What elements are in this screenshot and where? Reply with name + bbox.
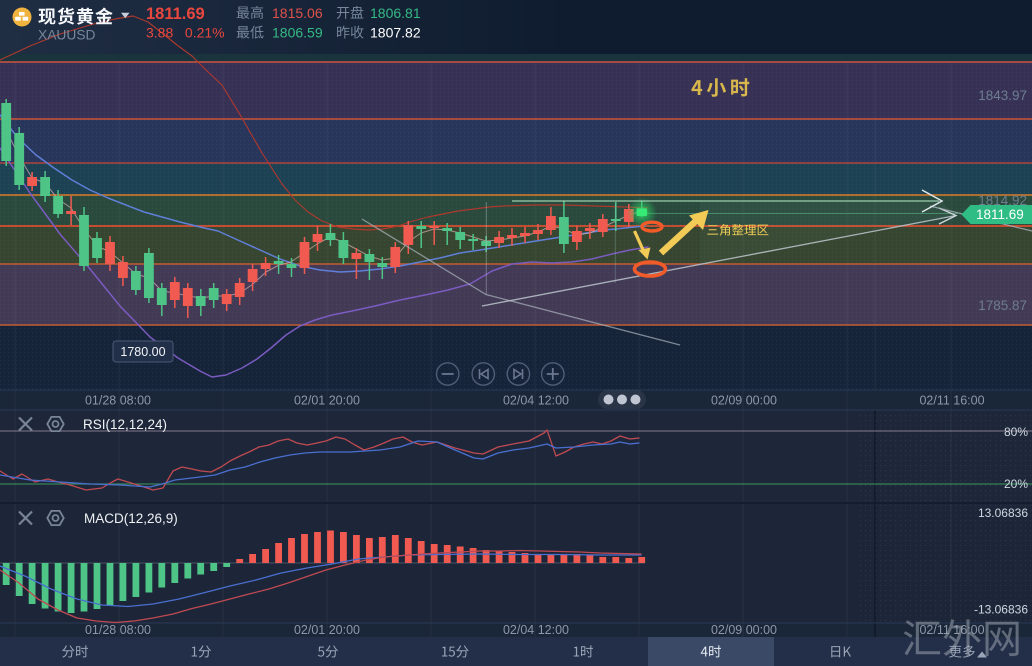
svg-text:1814.92: 1814.92 — [978, 193, 1027, 208]
svg-text:01/28 08:00: 01/28 08:00 — [85, 394, 151, 408]
svg-text:1780.00: 1780.00 — [120, 345, 165, 359]
svg-text:3.88 0.21%: 3.88 0.21% — [146, 25, 225, 41]
svg-text:1811.69: 1811.69 — [976, 207, 1024, 222]
svg-text:02/04 12:00: 02/04 12:00 — [503, 394, 569, 408]
svg-text:1807.82: 1807.82 — [370, 24, 421, 40]
svg-text:1785.87: 1785.87 — [978, 298, 1027, 313]
svg-text:MACD(12,26,9): MACD(12,26,9) — [84, 511, 178, 526]
svg-text:1843.97: 1843.97 — [978, 88, 1027, 103]
svg-text:02/11 16:00: 02/11 16:00 — [919, 394, 984, 408]
svg-text:02/01 20:00: 02/01 20:00 — [294, 394, 360, 408]
svg-text:20%: 20% — [1004, 477, 1028, 491]
svg-text:1806.81: 1806.81 — [370, 5, 421, 21]
svg-text:RSI(12,12,24): RSI(12,12,24) — [83, 417, 167, 432]
svg-text:-13.06836: -13.06836 — [974, 603, 1028, 617]
svg-text:02/09 00:00: 02/09 00:00 — [711, 623, 777, 637]
svg-text:02/04 12:00: 02/04 12:00 — [503, 623, 569, 637]
svg-text:1811.69: 1811.69 — [146, 5, 205, 23]
svg-text:02/09 00:00: 02/09 00:00 — [711, 394, 777, 408]
svg-text:02/01 20:00: 02/01 20:00 — [294, 623, 360, 637]
svg-text:13.06836: 13.06836 — [978, 506, 1028, 520]
svg-text:XAUUSD: XAUUSD — [38, 28, 96, 43]
svg-text:80%: 80% — [1004, 425, 1028, 439]
svg-text:1815.06: 1815.06 — [272, 5, 323, 21]
svg-text:1806.59: 1806.59 — [272, 24, 323, 40]
svg-text:01/28 08:00: 01/28 08:00 — [85, 623, 151, 637]
